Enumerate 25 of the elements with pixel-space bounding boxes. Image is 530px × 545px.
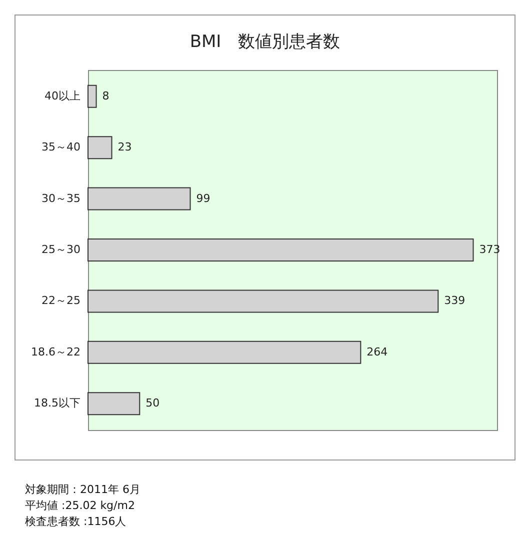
y-tick-label: 18.6～22 — [31, 345, 80, 358]
data-label: 8 — [102, 89, 110, 102]
data-label: 99 — [196, 192, 210, 205]
chart-title: BMI 数値別患者数 — [190, 32, 340, 52]
bar — [88, 392, 140, 416]
data-label: 339 — [444, 294, 466, 308]
data-label: 373 — [479, 243, 500, 256]
bar — [88, 238, 474, 262]
bar — [88, 187, 191, 210]
y-tick-label: 18.5以下 — [34, 396, 80, 410]
data-label: 50 — [146, 396, 160, 410]
text: 平均値 :25.02 kg/m2 — [25, 499, 135, 512]
y-tick-label: 40以上 — [44, 89, 80, 102]
y-tick-label: 30～35 — [42, 192, 80, 205]
data-label: 23 — [118, 140, 132, 154]
text: 検査患者数 :1156人 — [25, 515, 126, 528]
y-tick-label: 35～40 — [42, 140, 80, 154]
bar — [88, 290, 439, 313]
data-label: 264 — [366, 345, 388, 358]
text: 対象期間：2011年 6月 — [25, 483, 140, 496]
bar — [88, 136, 112, 160]
bar — [88, 340, 362, 364]
y-tick-label: 25～30 — [42, 243, 80, 256]
bar — [88, 84, 97, 108]
y-tick-label: 22～25 — [42, 294, 80, 308]
